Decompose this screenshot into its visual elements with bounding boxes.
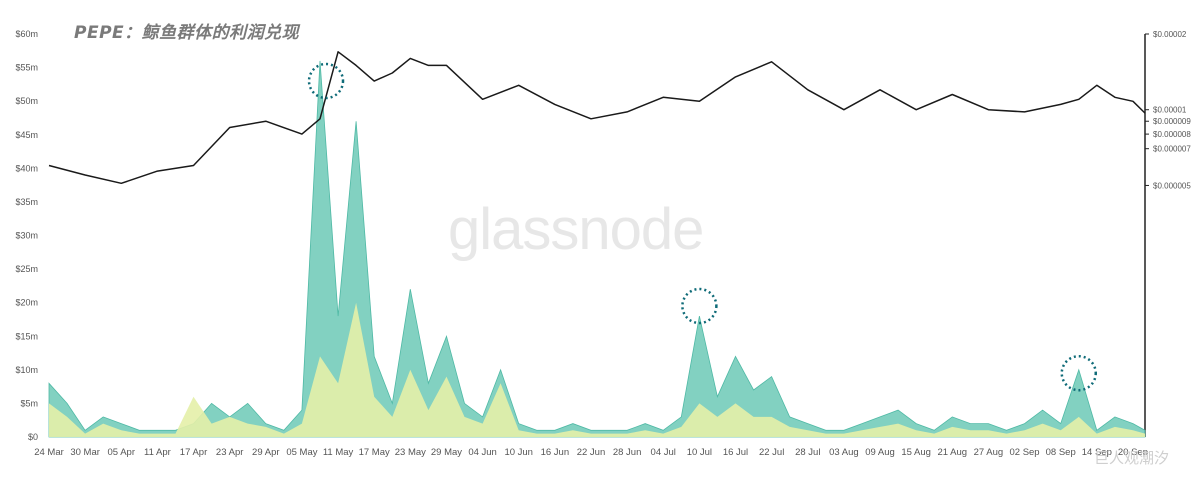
chart-title: PEPE：鲸鱼群体的利润兑现 (74, 23, 300, 43)
x-axis-tick-label: 29 May (431, 447, 462, 458)
x-axis-tick-label: 23 Apr (216, 447, 243, 458)
x-axis-tick-label: 22 Jul (759, 447, 784, 458)
left-axis-tick-label: $45m (15, 130, 38, 140)
x-axis-tick-label: 11 May (323, 447, 354, 458)
x-axis-tick-label: 04 Jul (651, 447, 676, 458)
x-axis-tick-label: 10 Jun (504, 447, 533, 458)
left-axis-tick-label: $40m (15, 163, 38, 173)
x-axis-tick-label: 15 Aug (901, 447, 931, 458)
left-axis-tick-label: $10m (15, 365, 38, 375)
right-axis-tick-label: $0.00001 (1153, 106, 1187, 115)
x-axis-tick-label: 17 Apr (180, 447, 207, 458)
x-axis-tick-label: 05 Apr (108, 447, 135, 458)
x-axis-tick-label: 23 May (395, 447, 426, 458)
x-axis-tick-label: 03 Aug (829, 447, 859, 458)
profit-area-outer (48, 60, 1146, 438)
left-axis-tick-label: $5m (20, 398, 38, 408)
price-line (48, 51, 1146, 185)
right-axis-tick-label: $0.000007 (1153, 145, 1191, 154)
watermark: glassnode (448, 197, 704, 262)
x-axis-tick-label: 14 Sep (1082, 447, 1112, 458)
left-axis-tick-label: $15m (15, 331, 38, 341)
right-axis-tick-label: $0.000008 (1153, 130, 1191, 139)
x-axis-tick-label: 17 May (359, 447, 390, 458)
x-axis-tick-label: 28 Jun (613, 447, 642, 458)
left-axis-tick-label: $35m (15, 197, 38, 207)
x-axis-tick-label: 04 Jun (468, 447, 497, 458)
x-axis-tick-label: 09 Aug (865, 447, 895, 458)
left-axis-tick-label: $50m (15, 96, 38, 106)
profit-area-inner (49, 302, 1145, 437)
corner-badge: 巨人观潮汐 (1093, 449, 1169, 467)
left-axis-tick-label: $30m (15, 231, 38, 241)
left-axis-tick-label: $25m (15, 264, 38, 274)
x-axis-tick-label: 16 Jun (541, 447, 570, 458)
x-axis-tick-label: 27 Aug (974, 447, 1004, 458)
x-axis-tick-label: 24 Mar (34, 447, 64, 458)
left-axis-tick-label: $0 (28, 432, 38, 442)
x-axis-tick-label: 10 Jul (687, 447, 712, 458)
x-axis-tick-label: 20 Sep (1118, 447, 1148, 458)
x-axis-tick-label: 30 Mar (70, 447, 100, 458)
x-axis-tick-label: 11 Apr (144, 447, 171, 458)
right-axis-tick-label: $0.000005 (1153, 181, 1191, 190)
right-axis-tick-label: $0.000009 (1153, 117, 1191, 126)
x-axis-tick-label: 29 Apr (252, 447, 279, 458)
left-axis-tick-label: $60m (15, 29, 38, 39)
left-axis-tick-label: $55m (15, 63, 38, 73)
left-axis-tick-label: $20m (15, 298, 38, 308)
highlight-circle (1060, 354, 1098, 392)
x-axis-tick-label: 16 Jul (723, 447, 748, 458)
x-axis-tick-label: 05 May (286, 447, 317, 458)
right-axis-tick-label: $0.00002 (1153, 30, 1187, 39)
x-axis-tick-label: 08 Sep (1046, 447, 1076, 458)
x-axis-tick-label: 21 Aug (937, 447, 967, 458)
x-axis-tick-label: 22 Jun (577, 447, 606, 458)
highlight-circle (307, 62, 345, 100)
x-axis-tick-label: 28 Jul (795, 447, 820, 458)
x-axis-tick-label: 02 Sep (1009, 447, 1039, 458)
highlight-circle (681, 287, 718, 325)
